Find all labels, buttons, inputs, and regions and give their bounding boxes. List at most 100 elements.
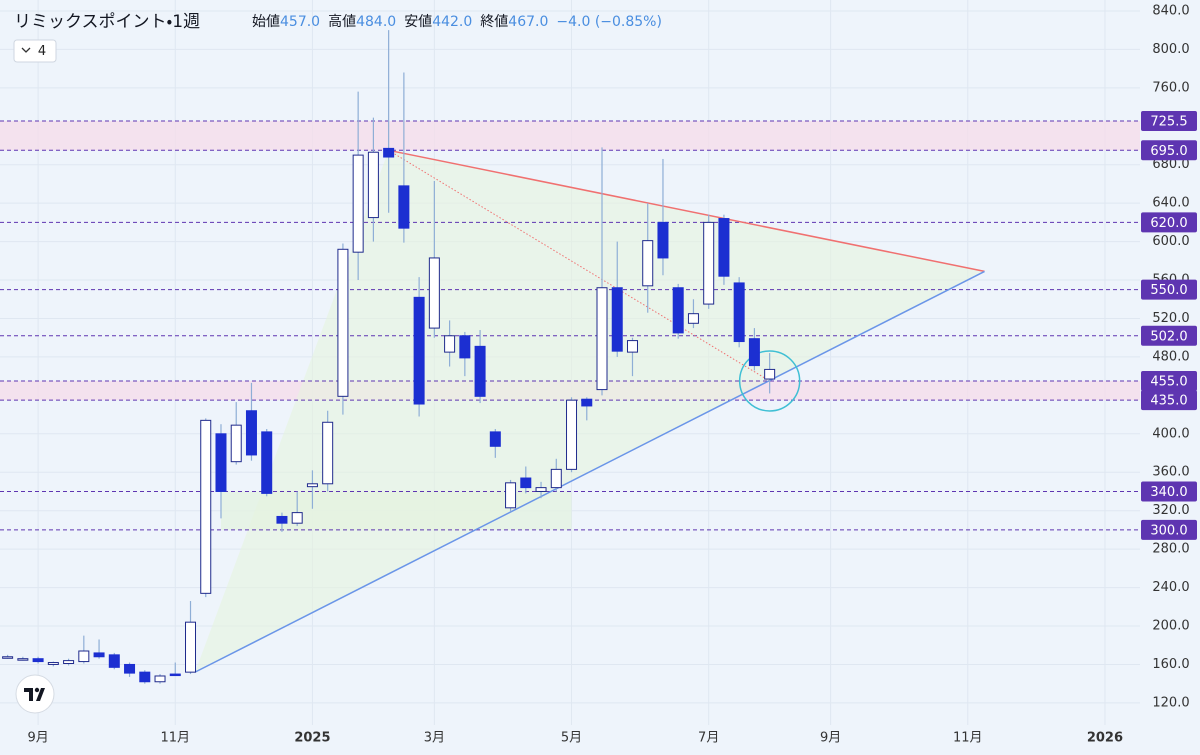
trendline (194, 270, 985, 673)
candle-body (108, 654, 120, 668)
candle (764, 353, 776, 394)
level-label-box (1141, 212, 1197, 233)
candle-body (337, 248, 349, 397)
candle (733, 277, 745, 348)
ohlc-field-value: 484.0 (356, 14, 396, 30)
y-tick-label: 640.0 (1152, 196, 1189, 211)
candle-body (428, 257, 440, 329)
x-tick-label: 11月 (160, 731, 190, 746)
candle (245, 382, 257, 461)
ohlc-field-label: 始値 (252, 14, 280, 30)
y-tick-label: 280.0 (1152, 542, 1189, 557)
level-label: 502.0 (1150, 329, 1187, 344)
candle (261, 429, 273, 497)
candle (230, 402, 242, 465)
candle (337, 243, 349, 415)
symbol: リミックスポイント・1週 (14, 12, 200, 32)
chevron-icon (21, 47, 31, 53)
axis-layer: 840.0800.0760.0680.0640.0600.0560.0520.0… (27, 3, 1197, 746)
y-tick-label: 400.0 (1152, 426, 1189, 441)
ohlc-field-label: 安値 (404, 14, 432, 30)
candle-body (383, 147, 395, 158)
candle (581, 397, 593, 421)
candle (154, 674, 166, 684)
candle (185, 601, 197, 675)
y-tick-label: 520.0 (1152, 311, 1189, 326)
level-label: 725.5 (1150, 114, 1187, 129)
candle-body (489, 431, 501, 447)
candle (489, 429, 501, 458)
candle (413, 277, 425, 417)
level-label: 300.0 (1150, 523, 1187, 538)
x-tick-label: 5月 (561, 731, 582, 746)
ohlc-field-label: 終値 (480, 14, 508, 30)
tradingview-logo[interactable] (15, 674, 55, 714)
y-tick-label: 680.0 (1152, 157, 1189, 172)
candle (291, 491, 303, 527)
logo-circle (15, 674, 55, 714)
triangle-fill (195, 150, 985, 673)
candle-body (748, 338, 760, 367)
candle-body (657, 221, 669, 259)
candle-body (566, 399, 578, 470)
trendline (388, 149, 985, 273)
candle-body (200, 419, 212, 594)
y-tick-label: 480.0 (1152, 349, 1189, 364)
candle-body (215, 433, 227, 492)
interval-badge[interactable] (13, 39, 57, 63)
zone (0, 120, 1140, 151)
candle-body (459, 335, 471, 359)
candle (428, 181, 440, 338)
highlight-circle (738, 350, 801, 412)
ohlc-field-value: 467.0 (508, 14, 548, 30)
candle-body (535, 487, 547, 492)
candle-body (626, 340, 638, 353)
candle-body (642, 240, 654, 287)
level-label-box (1141, 279, 1197, 300)
candle (200, 418, 212, 598)
candle (703, 214, 715, 309)
candle-body (291, 512, 303, 524)
candle (566, 397, 578, 473)
candle-body (398, 185, 410, 229)
y-tick-label: 160.0 (1152, 657, 1189, 672)
candle-body (32, 658, 44, 663)
candle-body (367, 151, 379, 219)
candle (611, 241, 623, 357)
candle (124, 662, 136, 677)
level-label: 435.0 (1150, 394, 1187, 409)
header: 4 リミックスポイント・1週 始値457.0 高値484.0 安値442.0 終値467… (13, 12, 662, 63)
candle (276, 512, 288, 532)
candle (398, 72, 410, 243)
candle-body (687, 313, 699, 324)
x-tick-label: 7月 (698, 731, 719, 746)
y-tick-label: 360.0 (1152, 465, 1189, 480)
candle (535, 481, 547, 499)
candle-body (245, 410, 257, 456)
candle (459, 331, 471, 377)
candle (215, 424, 227, 519)
candle (687, 299, 699, 329)
x-tick-label: 2026 (1087, 731, 1123, 746)
ohlc-field-value: 442.0 (432, 14, 472, 30)
x-tick-label: 2025 (294, 731, 330, 746)
level-label: 550.0 (1150, 283, 1187, 298)
x-tick-label: 9月 (27, 731, 48, 746)
ohlc-field-value: 457.0 (280, 14, 320, 30)
candle (139, 670, 151, 684)
drawing-layer (0, 120, 1140, 673)
y-tick-label: 240.0 (1152, 580, 1189, 595)
candle (626, 337, 638, 377)
candle-body (764, 368, 776, 380)
level-label-box (1141, 481, 1197, 502)
ohlc-change: −4.0 (−0.85%) (556, 14, 662, 30)
candle-body (413, 296, 425, 405)
candle (78, 635, 90, 664)
candle-body (596, 287, 608, 391)
y-tick-label: 840.0 (1152, 3, 1189, 18)
candle (2, 654, 14, 659)
interval-badge-text: 4 (38, 44, 46, 59)
y-tick-label: 320.0 (1152, 503, 1189, 518)
